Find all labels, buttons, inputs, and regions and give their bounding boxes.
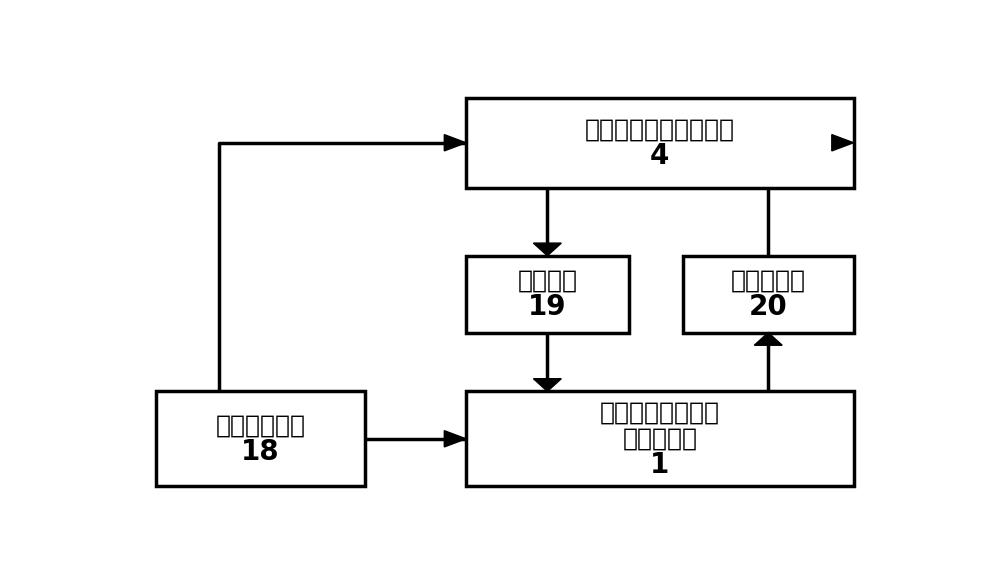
Polygon shape — [444, 431, 466, 447]
Polygon shape — [533, 379, 561, 392]
Text: 20: 20 — [749, 294, 788, 321]
Polygon shape — [444, 134, 466, 151]
Bar — [683, 256, 854, 333]
Text: 功率指示器（计算机）: 功率指示器（计算机） — [585, 117, 735, 141]
Text: 太赫兹信号源: 太赫兹信号源 — [216, 414, 306, 438]
Polygon shape — [533, 243, 561, 256]
Text: （双负载）: （双负载） — [622, 427, 697, 451]
Bar — [466, 97, 854, 188]
Bar — [466, 392, 854, 486]
Bar — [466, 256, 629, 333]
Polygon shape — [754, 333, 782, 345]
Polygon shape — [832, 134, 854, 151]
Text: 19: 19 — [528, 294, 567, 321]
Text: 太赫兹功率敏感器: 太赫兹功率敏感器 — [600, 400, 720, 424]
Text: 数字电压表: 数字电压表 — [731, 269, 806, 293]
Text: 4: 4 — [650, 142, 669, 170]
Text: 直流电源: 直流电源 — [517, 269, 577, 293]
Text: 18: 18 — [241, 438, 280, 466]
Text: 1: 1 — [650, 451, 669, 479]
Bar — [156, 392, 365, 486]
